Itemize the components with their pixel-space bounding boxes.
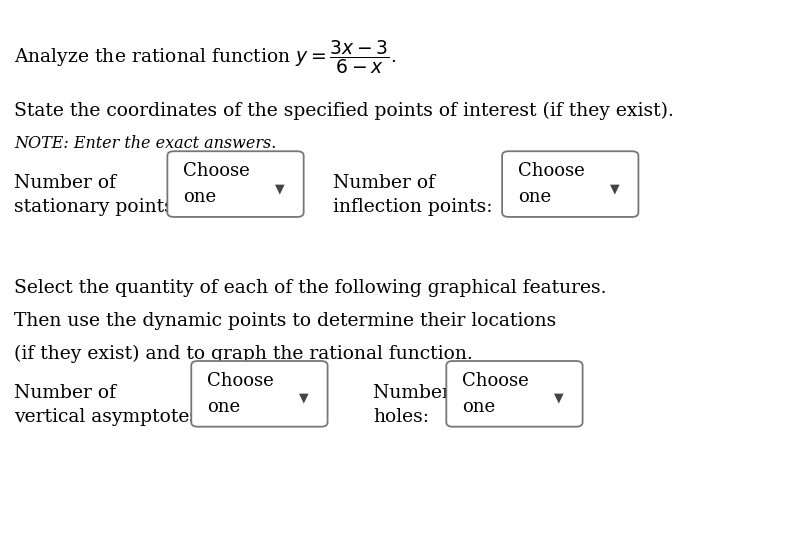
- Text: Choose: Choose: [518, 162, 585, 181]
- Text: Number of
holes:: Number of holes:: [373, 384, 475, 426]
- FancyBboxPatch shape: [167, 151, 304, 217]
- Text: ▼: ▼: [275, 182, 285, 195]
- Text: Analyze the rational function $y = \dfrac{3x - 3}{6 - x}$.: Analyze the rational function $y = \dfra…: [14, 39, 397, 77]
- Text: Number of
stationary points:: Number of stationary points:: [14, 174, 180, 216]
- Text: Select the quantity of each of the following graphical features.: Select the quantity of each of the follo…: [14, 279, 607, 297]
- Text: NOTE: Enter the exact answers.: NOTE: Enter the exact answers.: [14, 135, 277, 152]
- Text: Then use the dynamic points to determine their locations: Then use the dynamic points to determine…: [14, 312, 556, 330]
- Text: ▼: ▼: [610, 182, 619, 195]
- Text: one: one: [462, 397, 496, 416]
- Text: Number of
inflection points:: Number of inflection points:: [333, 174, 493, 216]
- Text: State the coordinates of the specified points of interest (if they exist).: State the coordinates of the specified p…: [14, 102, 674, 120]
- Text: one: one: [183, 188, 217, 206]
- Text: ▼: ▼: [554, 392, 563, 405]
- FancyBboxPatch shape: [191, 361, 328, 427]
- Text: (if they exist) and to graph the rational function.: (if they exist) and to graph the rationa…: [14, 345, 473, 363]
- Text: Choose: Choose: [183, 162, 250, 181]
- Text: Number of
vertical asymptotes:: Number of vertical asymptotes:: [14, 384, 206, 426]
- Text: ▼: ▼: [299, 392, 308, 405]
- FancyBboxPatch shape: [446, 361, 583, 427]
- Text: one: one: [207, 397, 241, 416]
- FancyBboxPatch shape: [502, 151, 638, 217]
- Text: Choose: Choose: [462, 372, 529, 390]
- Text: Choose: Choose: [207, 372, 274, 390]
- Text: one: one: [518, 188, 552, 206]
